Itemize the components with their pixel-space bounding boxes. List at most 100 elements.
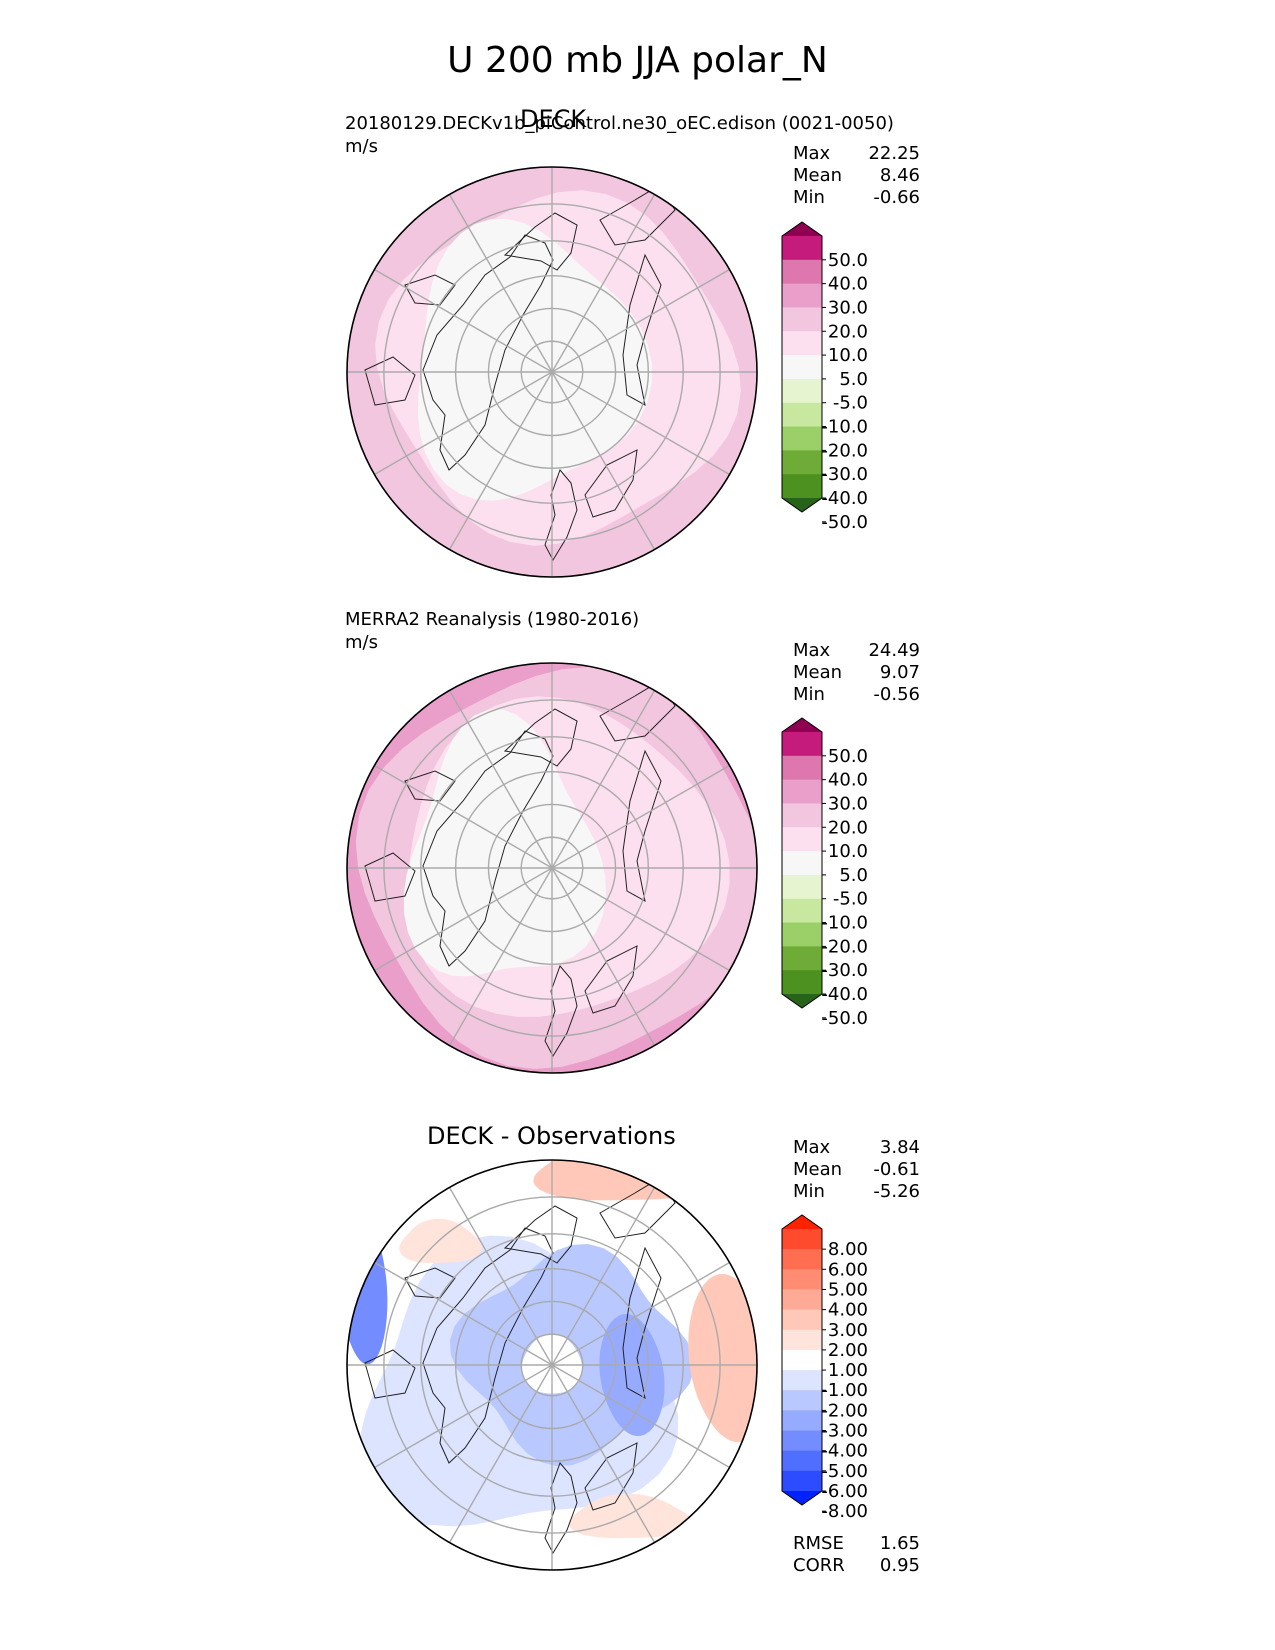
stat-max: Max 24.49: [793, 640, 920, 661]
colorbar-2-tick-5: 2.00: [828, 1340, 868, 1361]
colorbar-2-bin-9: [782, 1410, 822, 1432]
map-2-field-8: [568, 1493, 693, 1539]
colorbar-1-tick-9: -30.0: [821, 960, 868, 981]
colorbar-1-bin-9: [782, 946, 822, 971]
map-2-boundary: [346, 1159, 758, 1571]
colorbar-2-tick-3: 4.00: [828, 1300, 868, 1321]
colorbar-0-bin-8: [782, 426, 822, 451]
colorbar-2-bin-0: [782, 1229, 822, 1250]
colorbar-0-bin-4: [782, 331, 822, 356]
panel-3-colorbar: 8.006.005.004.003.002.001.00-1.00-2.00-3…: [781, 1214, 868, 1522]
map-0-land-6: [404, 274, 456, 306]
stat-min: Min -5.26: [793, 1181, 920, 1202]
colorbar-2-bin-8: [782, 1390, 822, 1411]
colorbar-1-bin-5: [782, 851, 822, 876]
colorbar-2-bin-2: [782, 1269, 822, 1290]
map-2-land-7: [364, 1349, 416, 1399]
map-1-graticule: [347, 663, 757, 1073]
metric-corr: CORR 0.95: [793, 1555, 920, 1576]
colorbar-0-tick-1: 40.0: [828, 274, 868, 295]
colorbar-2-tick-11: -5.00: [821, 1461, 868, 1482]
map-0-land-5: [622, 253, 662, 406]
colorbar-2-tick-2: 5.00: [828, 1279, 868, 1300]
colorbar-2-bin-12: [782, 1470, 822, 1492]
colorbar-0-tick-4: 10.0: [828, 345, 868, 366]
colorbar-2-extend-min: [782, 1491, 822, 1505]
panel-3-stats: Max 3.84 Mean -0.61 Min -5.26: [793, 1137, 920, 1203]
colorbar-1-tick-10: -40.0: [821, 984, 868, 1005]
panel-3-metrics: RMSE 1.65 CORR 0.95: [793, 1533, 920, 1577]
map-2-land-3: [584, 1442, 638, 1511]
panel-2-colorbar: 50.0 40.030.0 20.0 10.0 5.0 -5.0 -10.0-20.0 -30…: [781, 717, 868, 1029]
colorbar-2-tick-12: -6.00: [821, 1481, 868, 1502]
colorbar-1-tick-0: 50.0: [828, 746, 868, 767]
figure-title: U 200 mb JJA polar_N: [447, 40, 828, 81]
colorbar-2-bin-3: [782, 1289, 822, 1311]
panel-2-left-title: MERRA2 Reanalysis (1980-2016): [345, 609, 640, 630]
colorbar-1-tick-7: -10.0: [821, 913, 868, 934]
colorbar-2-bin-6: [782, 1349, 822, 1371]
colorbar-0-bin-10: [782, 474, 822, 499]
colorbar-2-extend-max: [782, 1215, 822, 1229]
colorbar-1-bin-2: [782, 779, 822, 804]
panel-2-polar-map: [346, 662, 758, 1074]
map-1-land-7: [364, 852, 416, 902]
colorbar-0-tick-5: 5.0: [839, 369, 868, 390]
map-0-land-1: [503, 212, 578, 271]
colorbar-0-tick-9: -30.0: [821, 464, 868, 485]
stat-max: Max 3.84: [793, 1137, 920, 1158]
colorbar-1-bin-7: [782, 898, 822, 924]
colorbar-2-tick-6: 1.00: [828, 1360, 868, 1381]
panel-1-units: m/s: [345, 136, 378, 157]
colorbar-2-tick-10: -4.00: [821, 1441, 868, 1462]
map-2-coastline: [364, 1177, 676, 1555]
map-1-boundary: [346, 662, 758, 1074]
map-2-field-7: [399, 1218, 482, 1264]
colorbar-0-bin-7: [782, 402, 822, 428]
map-1-land-5: [622, 749, 662, 902]
panel-1-polar-map: [346, 166, 758, 578]
colorbar-0-tick-10: -40.0: [821, 488, 868, 509]
panel-1-left-title: 20180129.DECKv1b_piControl.ne30_oEC.edis…: [345, 113, 894, 134]
panel-1-colorbar: 50.0 40.030.0 20.0 10.0 5.0 -5.0 -10.0-20.0 -30…: [781, 221, 868, 533]
map-0-boundary: [346, 166, 758, 578]
colorbar-1-bin-3: [782, 803, 822, 828]
stat-min: Min -0.56: [793, 684, 920, 705]
colorbar-1-tick-5: 5.0: [839, 865, 868, 886]
colorbar-0-bin-6: [782, 378, 822, 404]
colorbar-1-extend-max: [782, 718, 822, 732]
map-2-field-4: [347, 1211, 388, 1365]
stat-min: Min -0.66: [793, 187, 920, 208]
colorbar-1-bin-10: [782, 970, 822, 995]
colorbar-2-bin-11: [782, 1450, 822, 1472]
colorbar-1-tick-6: -5.0: [833, 889, 868, 910]
colorbar-2-tick-13: -8.00: [821, 1501, 868, 1522]
colorbar-2-tick-1: 6.00: [828, 1259, 868, 1280]
colorbar-0-tick-3: 20.0: [828, 321, 868, 342]
colorbar-1-bin-6: [782, 874, 822, 900]
colorbar-2-tick-8: -2.00: [821, 1400, 868, 1421]
colorbar-0-tick-6: -5.0: [833, 393, 868, 414]
colorbar-0-tick-0: 50.0: [828, 250, 868, 271]
colorbar-0-bin-3: [782, 307, 822, 332]
colorbar-0-bin-0: [782, 236, 822, 261]
colorbar-0-bin-1: [782, 259, 822, 285]
map-1-land-6: [404, 770, 456, 802]
map-1-land-4: [599, 680, 676, 742]
colorbar-2-tick-9: -3.00: [821, 1421, 868, 1442]
map-0-land-7: [364, 356, 416, 406]
colorbar-1-tick-1: 40.0: [828, 770, 868, 791]
map-2-field-3: [599, 1314, 665, 1436]
map-2-land-4: [599, 1177, 676, 1239]
map-0-meridian-5: [374, 268, 730, 476]
colorbar-1-extend-min: [782, 994, 822, 1008]
map-0-land-3: [584, 449, 638, 518]
map-2-land-6: [404, 1267, 456, 1299]
map-0-graticule: [347, 167, 757, 577]
map-2-graticule: [347, 1160, 757, 1570]
colorbar-0-tick-7: -10.0: [821, 417, 868, 438]
colorbar-2-bin-7: [782, 1370, 822, 1391]
colorbar-1-bin-8: [782, 922, 822, 947]
colorbar-2-tick-4: 3.00: [828, 1320, 868, 1341]
colorbar-2-tick-0: 8.00: [828, 1239, 868, 1260]
